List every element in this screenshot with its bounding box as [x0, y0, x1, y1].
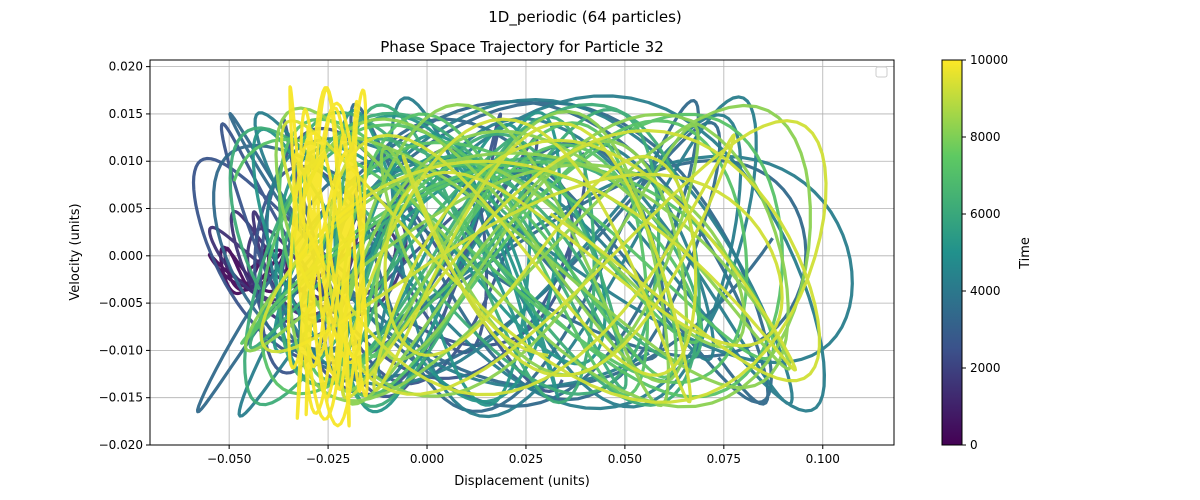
- figure-suptitle: 1D_periodic (64 particles): [488, 8, 682, 27]
- x-tick-label: 0.050: [608, 452, 642, 466]
- colorbar-ticks: 0 2000 4000 6000 8000 10000: [962, 53, 1008, 452]
- y-tick-label: 0.005: [109, 202, 143, 216]
- y-tick-label: −0.005: [99, 296, 143, 310]
- chart-title: Phase Space Trajectory for Particle 32: [380, 38, 664, 56]
- colorbar-tick-label: 4000: [970, 284, 1001, 298]
- x-tick-label: −0.025: [306, 452, 350, 466]
- x-tick-label: −0.050: [207, 452, 251, 466]
- plot-area: [149, 59, 895, 446]
- y-tick-label: −0.020: [99, 438, 143, 452]
- x-axis-label: Displacement (units): [454, 474, 590, 489]
- y-tick-label: 0.000: [109, 249, 143, 263]
- y-tick-label: 0.020: [109, 60, 143, 74]
- x-tick-label: 0.025: [509, 452, 543, 466]
- colorbar-label: Time: [1018, 237, 1033, 270]
- colorbar: [941, 59, 963, 446]
- y-tick-label: −0.010: [99, 343, 143, 357]
- y-tick-label: 0.010: [109, 154, 143, 168]
- x-tick-label: 0.100: [806, 452, 840, 466]
- trajectory-series: [191, 85, 854, 428]
- legend-box: [875, 66, 888, 78]
- y-axis-ticks: −0.020 −0.015 −0.010 −0.005 0.000 0.005 0.010 0…: [99, 60, 150, 452]
- colorbar-tick-label: 8000: [970, 130, 1001, 144]
- trajectory-segment: [287, 85, 369, 428]
- y-tick-label: −0.015: [99, 391, 143, 405]
- x-tick-label: 0.075: [707, 452, 741, 466]
- y-tick-label: 0.015: [109, 107, 143, 121]
- colorbar-tick-label: 6000: [970, 207, 1001, 221]
- colorbar-tick-label: 10000: [970, 53, 1008, 67]
- colorbar-tick-label: 0: [970, 438, 978, 452]
- x-tick-label: 0.000: [410, 452, 444, 466]
- x-axis-ticks: −0.050 −0.025 0.000 0.025 0.050 0.075 0.100: [207, 445, 840, 466]
- y-axis-label: Velocity (units): [68, 203, 83, 300]
- colorbar-tick-label: 2000: [970, 361, 1001, 375]
